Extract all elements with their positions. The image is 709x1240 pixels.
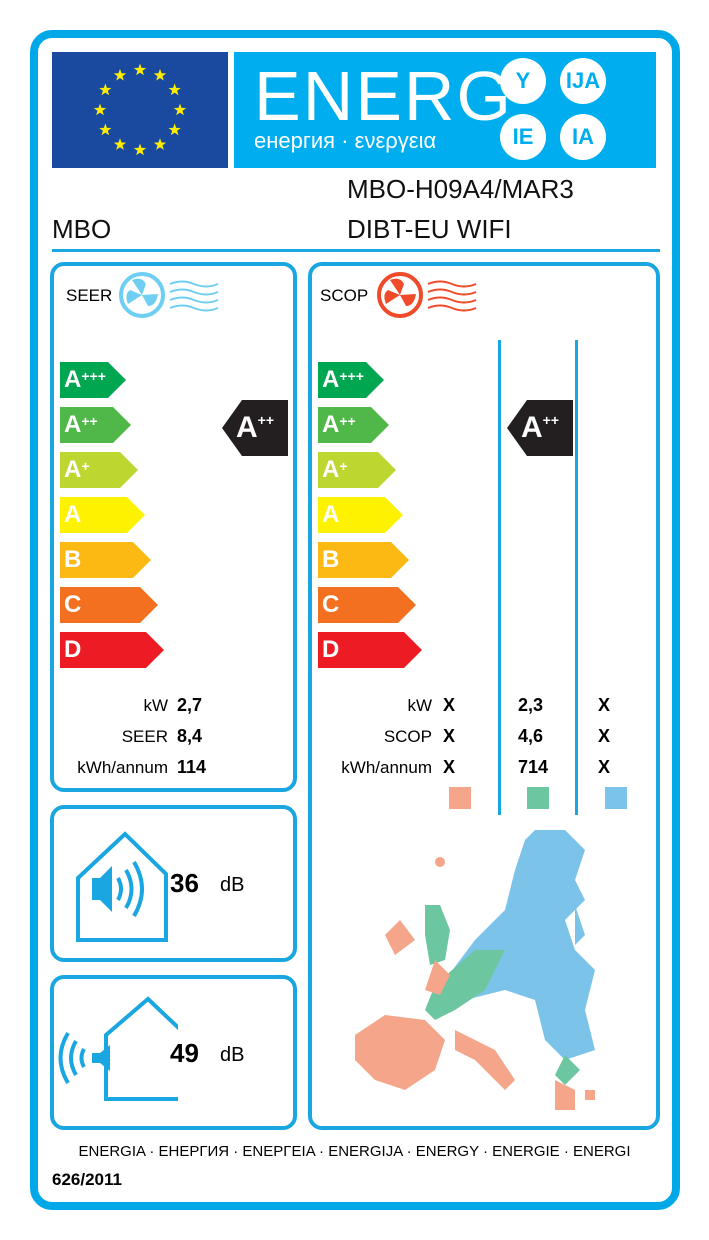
ending-y: Y (500, 58, 546, 104)
energy-word: ENERG (254, 57, 513, 135)
scop-zone-value: X (443, 757, 456, 777)
star-icon (168, 83, 181, 96)
star-icon (153, 138, 167, 150)
eu-flag (52, 52, 228, 168)
indoor-noise-panel (50, 805, 297, 962)
energy-subtitle: енергия · ενεργεια (254, 128, 437, 153)
energy-class-bar: C (318, 587, 416, 623)
energy-class-bar: B (318, 542, 409, 578)
scop-zone-value: X (598, 695, 611, 715)
scop-zone-value: X (598, 726, 611, 746)
zone-warm-swatch (449, 787, 471, 809)
europe-climate-map (355, 830, 595, 1110)
scop-zone-value: 4,6 (518, 726, 544, 746)
outdoor-noise-value: 49 (170, 1038, 199, 1068)
ending-ia: IA (560, 114, 606, 160)
star-icon (133, 143, 147, 156)
indoor-noise-value: 36 (170, 868, 199, 898)
seer-row-value: 8,4 (177, 726, 203, 746)
zone-cold-swatch (605, 787, 627, 809)
outdoor-unit-sound-icon (58, 996, 178, 1101)
scop-zone-value: X (443, 726, 456, 746)
supplier-name: MBO (52, 214, 112, 244)
outdoor-noise-panel (50, 975, 297, 1130)
scop-row-label: kWh/annum (341, 758, 432, 777)
zone-divider (498, 340, 501, 815)
energy-banner: ENERG енергия · ενεργεια Y IJA IE IA (234, 52, 656, 168)
ending-ie: IE (500, 114, 546, 160)
seer-title: SEER (66, 286, 113, 305)
divider (52, 249, 660, 252)
scop-row-label: SCOP (383, 727, 432, 746)
indoor-noise-unit: dB (220, 874, 245, 896)
energy-class-bar: A (60, 497, 145, 533)
energy-class-bar: C (60, 587, 158, 623)
scop-zone-value: X (443, 695, 456, 715)
energy-class-bar: D (318, 632, 422, 668)
cooling-fan-icon (119, 272, 219, 318)
energy-class-bar: D (60, 632, 164, 668)
eu-stars-icon (93, 63, 187, 156)
scop-zone-value: X (598, 757, 611, 777)
star-icon (113, 138, 127, 150)
seer-row-label: SEER (121, 727, 168, 746)
seer-row-value: 114 (177, 757, 207, 777)
star-icon (168, 123, 181, 136)
star-icon (93, 103, 107, 116)
star-icon (99, 123, 112, 136)
scop-row-label: kW (407, 696, 432, 715)
star-icon (99, 83, 112, 96)
scop-panel (308, 262, 660, 1130)
star-icon (113, 68, 127, 81)
heating-fan-icon (377, 272, 477, 318)
energy-class-bar: A+ (318, 452, 396, 488)
scop-title: SCOP (320, 286, 369, 305)
model-line-1: MBO-H09A4/MAR3 (347, 174, 574, 204)
star-icon (133, 63, 147, 76)
star-icon (173, 103, 187, 116)
seer-row-value: 2,7 (177, 695, 203, 715)
seer-panel (50, 262, 297, 792)
model-line-2: DIBT-EU WIFI (347, 214, 512, 244)
star-icon (153, 68, 167, 81)
ending-ija: IJA (560, 58, 606, 104)
seer-row-label: kWh/annum (77, 758, 168, 777)
zone-average-swatch (527, 787, 549, 809)
scop-zone-value: 714 (518, 757, 549, 777)
energy-class-bar: A (318, 497, 403, 533)
label-frame (30, 30, 680, 1210)
scop-zone-value: 2,3 (518, 695, 544, 715)
seer-row-label: kW (143, 696, 168, 715)
energy-class-bar: A+ (60, 452, 138, 488)
energy-class-bar: B (60, 542, 151, 578)
regulation-number: 626/2011 (52, 1170, 122, 1189)
footer-languages: ENERGIA · ЕНЕРГИЯ · ΕΝΕΡΓΕΙΑ · ENERGIJA … (78, 1143, 631, 1160)
outdoor-noise-unit: dB (220, 1044, 245, 1066)
zone-divider (575, 340, 578, 815)
indoor-unit-sound-icon (76, 831, 168, 942)
